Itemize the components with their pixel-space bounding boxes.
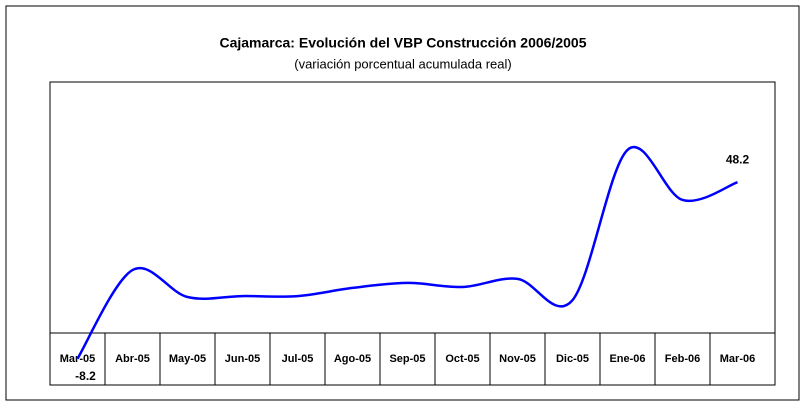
x-tick-label: Ene-06	[609, 353, 645, 365]
x-tick-label: Nov-05	[499, 353, 536, 365]
x-tick-label: Mar-05	[60, 353, 95, 365]
x-tick-label: Abr-05	[115, 353, 150, 365]
chart-subtitle: (variación porcentual acumulada real)	[294, 56, 512, 71]
data-label: -8.2	[75, 369, 96, 383]
x-tick-label: Feb-06	[665, 353, 700, 365]
x-tick-label: Jul-05	[282, 353, 314, 365]
x-tick-label: Sep-05	[389, 353, 425, 365]
line-series	[76, 145, 738, 360]
data-label: 48.2	[726, 152, 750, 166]
x-tick-label: May-05	[169, 353, 206, 365]
x-tick-label: Jun-05	[225, 353, 260, 365]
x-tick-label: Ago-05	[334, 353, 371, 365]
x-tick-label: Dic-05	[556, 353, 589, 365]
x-tick-label: Oct-05	[445, 353, 479, 365]
x-tick-label: Mar-06	[720, 353, 755, 365]
chart-title: Cajamarca: Evolución del VBP Construcció…	[219, 35, 586, 51]
plot-border	[49, 81, 776, 386]
